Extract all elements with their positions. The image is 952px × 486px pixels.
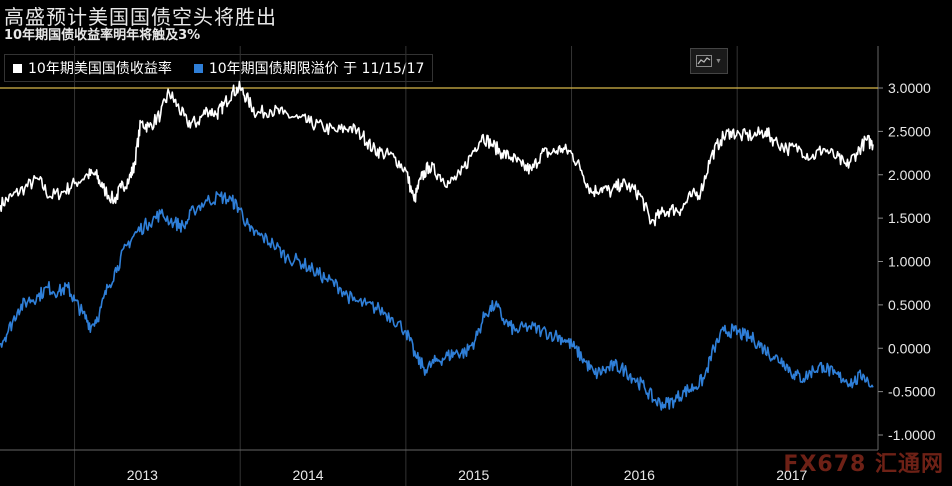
- y-tick-label: -1.0000: [888, 427, 936, 443]
- x-tick-label: 2015: [458, 467, 489, 483]
- y-tick-label: 1.5000: [888, 210, 931, 226]
- chart-subtitle: 10年期国债收益率明年将触及3%: [4, 28, 201, 43]
- chart-title: 高盛预计美国国债空头将胜出: [4, 5, 277, 29]
- legend-label-yield: 10年期美国国债收益率: [28, 61, 172, 77]
- x-tick-label: 2013: [127, 467, 158, 483]
- x-tick-label: 2017: [776, 467, 807, 483]
- legend-swatch-term-premium: [193, 63, 203, 73]
- y-tick-label: 0.0000: [888, 340, 931, 356]
- y-tick-label: 3.0000: [888, 80, 931, 96]
- y-tick-label: 1.0000: [888, 254, 931, 270]
- y-tick-label: -0.5000: [888, 384, 936, 400]
- series-line-term-premium: [0, 191, 874, 411]
- legend-label-term-premium: 10年期国债期限溢价 于 11/15/17: [208, 61, 425, 77]
- chart-type-button[interactable]: ▼: [690, 48, 728, 74]
- watermark: FX678 汇通网: [783, 452, 944, 477]
- series-line-yield: [0, 80, 874, 227]
- legend-swatch-yield: [13, 63, 22, 73]
- y-tick-label: 2.5000: [888, 123, 931, 139]
- line-chart-icon: [696, 55, 713, 67]
- x-tick-label: 2014: [292, 467, 323, 483]
- y-tick-label: 2.0000: [888, 167, 931, 183]
- y-tick-label: 0.5000: [888, 297, 931, 313]
- chevron-down-icon: ▼: [715, 57, 722, 65]
- legend: 10年期美国国债收益率 10年期国债期限溢价 于 11/15/17: [4, 54, 434, 82]
- x-tick-label: 2016: [624, 467, 655, 483]
